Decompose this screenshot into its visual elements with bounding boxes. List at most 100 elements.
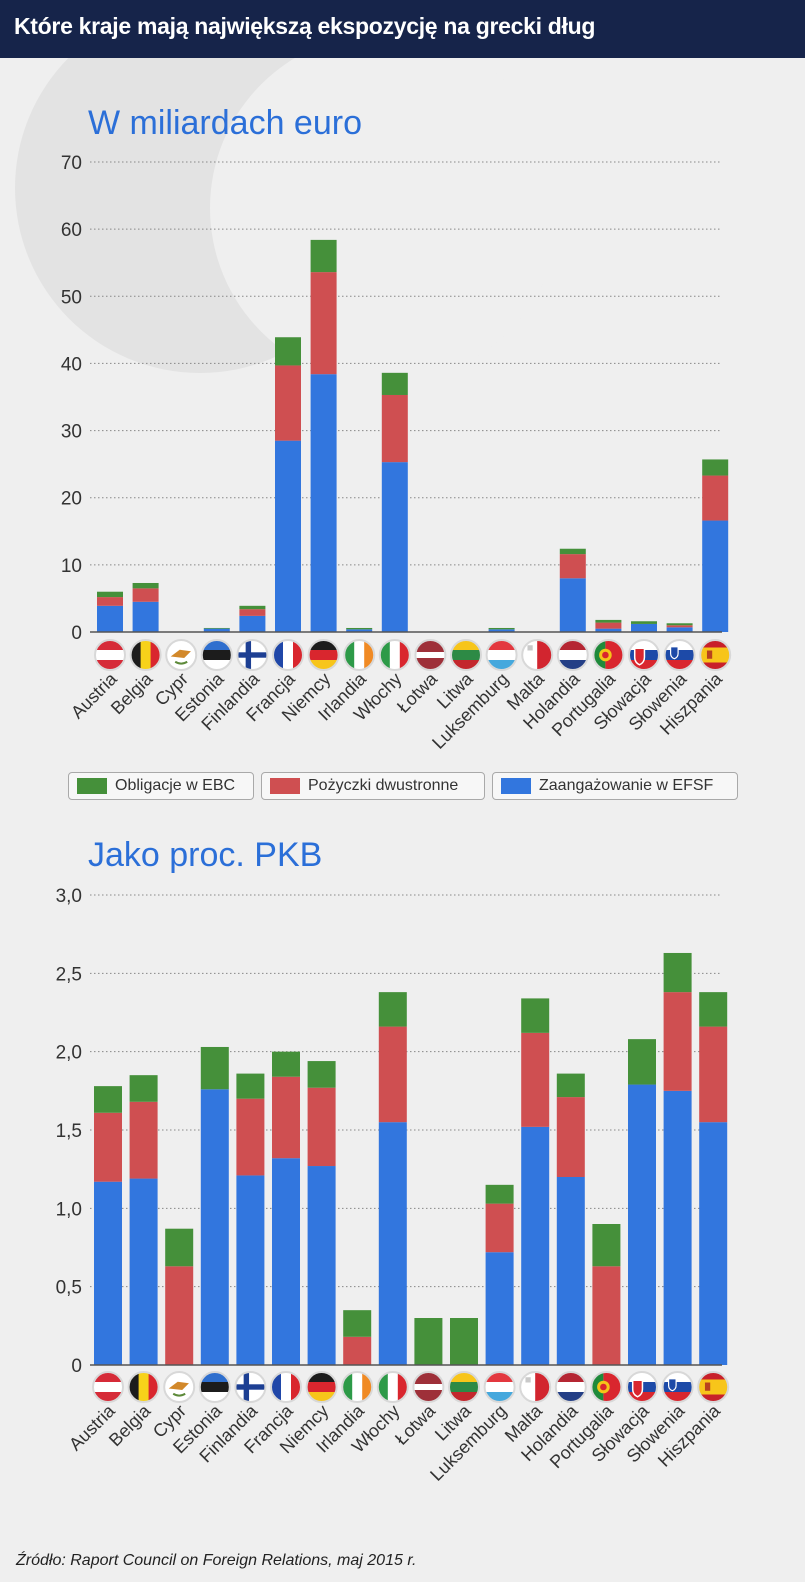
bar-bilateral	[343, 1336, 372, 1365]
bar-ecb	[381, 372, 408, 395]
x-tick-label: Belgia	[105, 1400, 155, 1450]
bar-ecb	[310, 239, 337, 273]
y-tick-label: 1,5	[56, 1121, 82, 1142]
bar-efsf	[699, 1122, 728, 1365]
x-tick-label: Austria	[65, 1400, 119, 1454]
bar-efsf	[485, 1252, 514, 1365]
bar-efsf	[97, 605, 123, 632]
bar-bilateral	[94, 1112, 122, 1182]
bar-bilateral	[165, 1266, 194, 1365]
bar-efsf	[559, 578, 586, 632]
bar-ecb	[307, 1061, 336, 1088]
bar-efsf	[239, 615, 266, 632]
y-tick-label: 20	[61, 489, 82, 510]
bar-efsf	[132, 601, 159, 632]
legend-label-bilateral: Pożyczki dwustronne	[308, 777, 459, 794]
bar-bilateral	[97, 597, 123, 606]
bar-bilateral	[699, 1026, 728, 1123]
bar-efsf	[663, 1090, 692, 1365]
x-tick-label: Łotwa	[391, 1400, 440, 1449]
bar-bilateral	[275, 365, 301, 441]
bar-ecb	[485, 1184, 514, 1204]
bar-efsf	[666, 627, 693, 632]
legend-item-ecb: Obligacje w EBC	[68, 772, 254, 800]
bar-ecb	[488, 627, 515, 630]
bar-efsf	[272, 1158, 300, 1365]
bar-bilateral	[485, 1203, 514, 1253]
y-tick-label: 30	[61, 422, 82, 443]
y-tick-label: 0,5	[56, 1278, 82, 1299]
bar-bilateral	[592, 1266, 621, 1365]
bar-efsf	[203, 628, 230, 632]
bar-ecb	[414, 1318, 443, 1365]
y-tick-label: 60	[61, 220, 82, 241]
y-tick-label: 2,5	[56, 964, 82, 985]
legend-label-ecb: Obligacje w EBC	[115, 777, 236, 794]
bar-bilateral	[556, 1097, 585, 1177]
bar-ecb	[663, 952, 692, 993]
bar-efsf	[236, 1175, 265, 1365]
x-tick-label: Belgia	[107, 668, 157, 718]
y-tick-label: 0	[71, 623, 82, 644]
bar-bilateral	[307, 1087, 336, 1167]
bar-efsf	[595, 628, 622, 632]
bar-bilateral	[378, 1026, 407, 1123]
bar-ecb	[666, 623, 693, 626]
bar-efsf	[556, 1177, 585, 1365]
bar-ecb	[628, 1039, 656, 1085]
bar-efsf	[200, 1089, 229, 1365]
y-tick-label: 3,0	[56, 886, 82, 907]
bar-ecb	[521, 998, 550, 1033]
legend-swatch-ecb	[77, 778, 107, 794]
y-tick-label: 10	[61, 556, 82, 577]
bar-ecb	[378, 992, 407, 1027]
bar-ecb	[203, 627, 230, 629]
bar-efsf	[631, 623, 657, 632]
header-bar: Które kraje mają największą ekspozycję n…	[0, 0, 805, 58]
bar-efsf	[94, 1181, 122, 1365]
bar-ecb	[239, 605, 266, 610]
y-tick-label: 2,0	[56, 1043, 82, 1064]
legend-item-efsf: Zaangażowanie w EFSF	[492, 772, 738, 800]
bar-efsf	[310, 374, 337, 632]
legend-item-bilateral: Pożyczki dwustronne	[261, 772, 485, 800]
watermark-logo	[15, 58, 560, 383]
bar-bilateral	[310, 272, 337, 375]
bar-bilateral	[663, 992, 692, 1091]
bar-ecb	[631, 621, 657, 624]
bar-efsf	[307, 1166, 336, 1365]
bar-ecb	[275, 337, 301, 366]
bar-bilateral	[595, 622, 622, 629]
bar-ecb	[94, 1086, 122, 1113]
chart-1-title: W miliardach euro	[88, 104, 362, 142]
bar-ecb	[556, 1073, 585, 1098]
bar-ecb	[699, 992, 728, 1027]
bar-bilateral	[666, 625, 693, 628]
bar-efsf	[129, 1178, 158, 1365]
bar-ecb	[559, 548, 586, 555]
bar-ecb	[132, 582, 159, 589]
x-tick-label: Łotwa	[393, 668, 442, 717]
bar-efsf	[346, 629, 373, 632]
bar-efsf	[381, 462, 408, 632]
y-tick-label: 0	[71, 1356, 82, 1377]
bar-ecb	[450, 1318, 478, 1365]
y-tick-label: 1,0	[56, 1199, 82, 1220]
chart-2-title: Jako proc. PKB	[88, 836, 322, 874]
y-tick-label: 50	[61, 287, 82, 308]
bar-bilateral	[236, 1098, 265, 1176]
bar-bilateral	[559, 554, 586, 579]
bar-efsf	[702, 520, 729, 632]
bar-efsf	[488, 629, 515, 632]
bar-bilateral	[381, 394, 408, 463]
x-tick-label: Austria	[67, 668, 121, 722]
legend-swatch-efsf	[501, 778, 531, 794]
bar-bilateral	[129, 1101, 158, 1179]
bar-ecb	[595, 619, 622, 623]
bar-bilateral	[702, 475, 729, 521]
y-tick-label: 70	[61, 153, 82, 174]
legend-label-efsf: Zaangażowanie w EFSF	[539, 777, 714, 794]
bar-ecb	[165, 1228, 194, 1267]
bar-ecb	[97, 591, 123, 598]
legend-swatch-bilateral	[270, 778, 300, 794]
